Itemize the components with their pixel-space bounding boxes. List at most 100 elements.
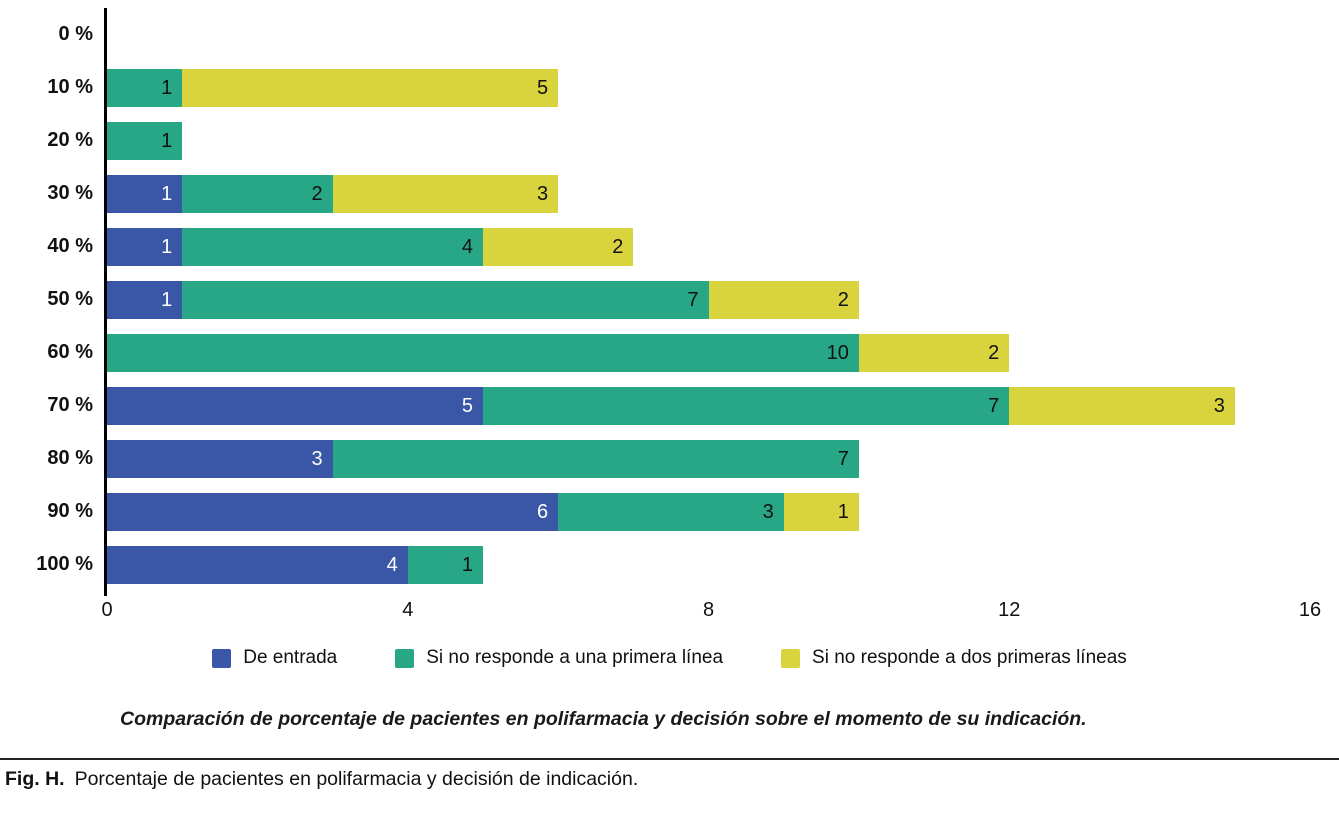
- bar-segment: 7: [182, 280, 709, 319]
- chart-row: 10 % 1 5: [0, 61, 1339, 114]
- y-axis-label: 80 %: [47, 447, 93, 469]
- bar-value-label: 1: [161, 235, 173, 258]
- bar-chart: 0 % 10 % 1 5 20 % 1 30 % 1 2 3 40 % 1 4 2 50 % 1 7 2 60 % 1…: [0, 8, 1339, 669]
- bar-segment: 1: [783, 492, 859, 531]
- bar-value-label: 1: [461, 553, 473, 576]
- figure-caption: Fig. H. Porcentaje de pacientes en polifa…: [5, 768, 1339, 791]
- stacked-bar: 1: [107, 121, 183, 160]
- figure-label: Fig. H.: [5, 768, 65, 791]
- chart-row: 100 % 4 1: [0, 538, 1339, 591]
- stacked-bar: 1 7 2: [107, 280, 859, 319]
- figure-text: Porcentaje de pacientes en polifarmacia …: [74, 768, 639, 791]
- bar-segment: 1: [407, 545, 483, 584]
- bar-segment: 7: [482, 386, 1010, 425]
- chart-row: 90 % 6 3 1: [0, 485, 1339, 538]
- legend-item: Si no responde a una primera línea: [395, 647, 723, 669]
- bar-value-label: 2: [612, 235, 624, 258]
- chart-rows: 0 % 10 % 1 5 20 % 1 30 % 1 2 3 40 % 1 4 2 50 % 1 7 2 60 % 1…: [0, 8, 1339, 591]
- bar-segment: 3: [558, 492, 784, 531]
- y-axis-label: 70 %: [47, 394, 93, 416]
- stacked-bar: 5 7 3: [107, 386, 1235, 425]
- plot-area: 0 % 10 % 1 5 20 % 1 30 % 1 2 3 40 % 1 4 2 50 % 1 7 2 60 % 1…: [0, 8, 1339, 629]
- y-axis-label: 50 %: [47, 288, 93, 310]
- x-axis: 0 4 8 12 16: [0, 595, 1339, 629]
- bar-segment: 1: [107, 174, 183, 213]
- legend-label: Si no responde a una primera línea: [426, 647, 724, 668]
- divider: [0, 758, 1339, 761]
- bar-value-label: 1: [161, 182, 173, 205]
- bar-value-label: 3: [1213, 394, 1225, 417]
- stacked-bar: 1 2 3: [107, 174, 559, 213]
- bar-segment: 6: [107, 492, 559, 531]
- bar-value-label: 10: [826, 341, 849, 364]
- bar-value-label: 1: [837, 500, 849, 523]
- bar-value-label: 4: [461, 235, 473, 258]
- chart-legend: De entrada Si no responde a una primera l…: [0, 647, 1339, 669]
- chart-row: 80 % 3 7: [0, 432, 1339, 485]
- bar-segment: 2: [858, 333, 1010, 372]
- bar-value-label: 4: [386, 553, 398, 576]
- bar-segment: 1: [107, 68, 183, 107]
- bar-segment: 7: [332, 439, 859, 478]
- y-axis-label: 30 %: [47, 182, 93, 204]
- y-axis-line: [104, 8, 107, 596]
- x-axis-tick-label: 8: [702, 599, 715, 621]
- y-axis-label: 10 %: [47, 76, 93, 98]
- bar-segment: 2: [482, 227, 634, 266]
- legend-swatch: [781, 648, 801, 668]
- legend-label: Si no responde a dos primeras líneas: [812, 647, 1127, 668]
- y-axis-label: 60 %: [47, 341, 93, 363]
- bar-value-label: 7: [988, 394, 1000, 417]
- stacked-bar: 1 4 2: [107, 227, 634, 266]
- bar-segment: 2: [708, 280, 859, 319]
- chart-row: 50 % 1 7 2: [0, 273, 1339, 326]
- bar-value-label: 1: [161, 129, 173, 152]
- bar-segment: 5: [182, 68, 559, 107]
- legend-swatch: [212, 648, 232, 668]
- chart-row: 70 % 5 7 3: [0, 379, 1339, 432]
- chart-caption: Comparación de porcentaje de pacientes e…: [120, 708, 1087, 730]
- bar-value-label: 3: [537, 182, 549, 205]
- bar-value-label: 1: [161, 288, 173, 311]
- legend-item: De entrada: [212, 647, 337, 669]
- legend-swatch: [395, 648, 415, 668]
- legend-label: De entrada: [243, 647, 338, 668]
- bar-value-label: 5: [537, 76, 549, 99]
- bar-segment: 5: [107, 386, 483, 425]
- y-axis-label: 40 %: [47, 235, 93, 257]
- bar-segment: 10: [107, 333, 859, 372]
- chart-row: 40 % 1 4 2: [0, 220, 1339, 273]
- bar-segment: 3: [107, 439, 333, 478]
- bar-segment: 1: [107, 280, 183, 319]
- chart-row: 30 % 1 2 3: [0, 167, 1339, 220]
- bar-value-label: 2: [837, 288, 849, 311]
- x-axis-tick-label: 12: [998, 599, 1021, 621]
- y-axis-label: 100 %: [36, 553, 93, 575]
- y-axis-label: 90 %: [47, 500, 93, 522]
- bar-value-label: 7: [837, 447, 849, 470]
- y-axis-label: 20 %: [47, 129, 93, 151]
- bar-segment: 4: [182, 227, 483, 266]
- bar-segment: 4: [107, 545, 408, 584]
- bar-value-label: 2: [311, 182, 323, 205]
- bar-value-label: 5: [461, 394, 473, 417]
- bar-value-label: 1: [161, 76, 173, 99]
- y-axis-label: 0 %: [58, 23, 93, 45]
- x-axis-tick-label: 16: [1298, 599, 1322, 621]
- bar-segment: 3: [332, 174, 559, 213]
- bar-segment: 3: [1009, 386, 1235, 425]
- bar-value-label: 3: [762, 500, 774, 523]
- bar-value-label: 2: [988, 341, 1000, 364]
- bar-segment: 1: [107, 227, 183, 266]
- chart-row: 0 %: [0, 8, 1339, 61]
- stacked-bar: 6 3 1: [107, 492, 859, 531]
- chart-row: 60 % 10 2: [0, 326, 1339, 379]
- stacked-bar: 10 2: [107, 333, 1010, 372]
- legend-item: Si no responde a dos primeras líneas: [781, 647, 1127, 669]
- chart-row: 20 % 1: [0, 114, 1339, 167]
- x-axis-tick-label: 4: [402, 599, 414, 621]
